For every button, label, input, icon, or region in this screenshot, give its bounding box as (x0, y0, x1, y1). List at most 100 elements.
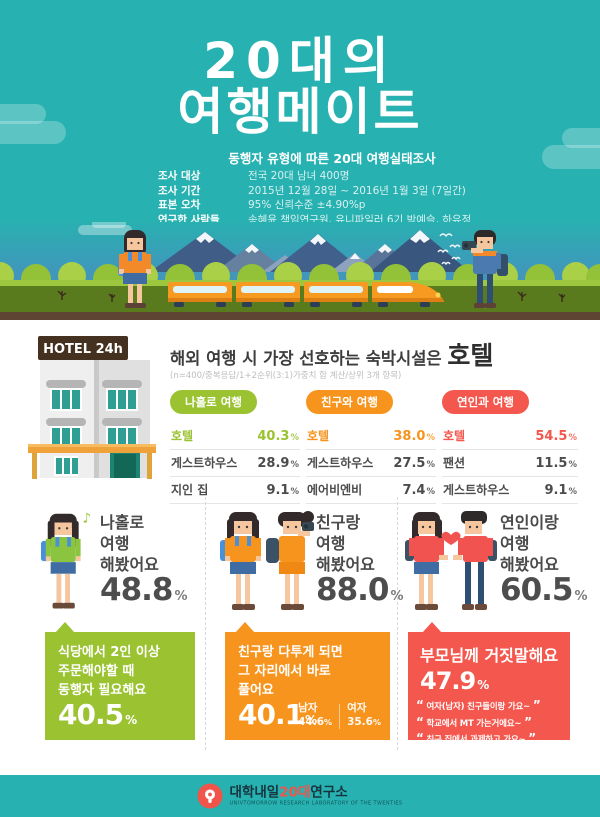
quote-item: “ 여자(남자) 친구들이랑 가요~ ” (416, 698, 541, 712)
percent-sign: % (372, 717, 381, 727)
gender-male: 남자 44.6% (298, 702, 333, 728)
table-row: 지인 집 9.1% (170, 477, 300, 504)
quote-item: “ 학교에서 MT 가는거에요~ ” (416, 714, 532, 729)
stat-value: 48.8% (100, 572, 188, 608)
table-row: 호텔 40.3% (170, 423, 300, 450)
cloud-icon (78, 222, 132, 235)
section-heading: 해외 여행 시 가장 선호하는 숙박시설은 호텔 (170, 336, 493, 372)
page-title: 20대의 여행메이트 (0, 36, 600, 138)
percent-sign: % (290, 460, 299, 470)
dashed-divider (205, 497, 206, 750)
table-row: 호텔 38.0% (306, 423, 436, 450)
percent-sign: % (174, 589, 188, 604)
survey-row: 조사 기간 2015년 12월 28일 ~ 2016년 1월 3일 (7일간) (158, 184, 471, 199)
survey-info: 조사 대상 전국 20대 남녀 400명 조사 기간 2015년 12월 28일… (158, 169, 471, 227)
stat-line: 해봤어요 (100, 555, 159, 574)
survey-value: 2015년 12월 28일 ~ 2016년 1월 3일 (7일간) (248, 184, 466, 197)
footer: 대학내일20대연구소 UNIVTOMORROW RESEARCH LABORAT… (0, 775, 600, 817)
row-label: 호텔 (307, 429, 330, 443)
percent-sign: % (290, 487, 299, 497)
ranking-table: 호텔 40.3% 게스트하우스 28.9% 지인 집 9.1% (170, 423, 300, 504)
travel-scene-illustration (0, 222, 600, 320)
survey-value: 전국 20대 남녀 400명 (248, 170, 350, 182)
hotel-sign-label: HOTEL 24h (43, 342, 123, 357)
percent-sign: % (305, 713, 318, 727)
percent-sign: % (324, 717, 333, 727)
stat-line: 나홀로 (100, 513, 145, 532)
category-pill: 친구와 여행 (306, 390, 393, 414)
row-label: 지인 집 (171, 483, 209, 497)
percent-sign: % (125, 713, 138, 727)
callout-value: 40.5% (58, 698, 138, 731)
row-label: 게스트하우스 (307, 456, 374, 470)
brand-subtitle: UNIVTOMORROW RESEARCH LABORATORY OF THE … (229, 800, 403, 807)
brand-part1: 대학내일 (229, 784, 280, 801)
birds-icon (437, 233, 461, 266)
row-value: 54.5% (535, 429, 577, 444)
survey-label: 표본 오차 (158, 199, 201, 211)
experience-stat-couple: 연인이랑 여행 해봤어요 60.5% (500, 512, 588, 607)
survey-value: 95% 신뢰수준 ±4.90%p (248, 199, 366, 211)
stat-line: 해봤어요 (500, 555, 559, 574)
row-value: 7.4% (402, 483, 435, 498)
survey-label: 조사 기간 (158, 184, 201, 197)
hotel-illustration: HOTEL 24h (28, 336, 156, 479)
stat-line: 여행 (500, 534, 530, 553)
brand-highlight: 20대 (279, 784, 311, 801)
hotel-window (102, 418, 142, 449)
page-subtitle: 동행자 유형에 따른 20대 여행실태조사 (228, 151, 436, 166)
percent-sign: % (426, 487, 435, 497)
lightbulb-pin-icon (197, 783, 223, 809)
stat-line: 연인이랑 (500, 513, 559, 532)
header: 20대의 여행메이트 동행자 유형에 따른 20대 여행실태조사 조사 대상 전… (0, 0, 600, 320)
callout-text: 친구랑 다투게 되면 그 자리에서 바로 풀어요 (238, 645, 343, 698)
row-value: 11.5% (535, 456, 577, 471)
speech-tail (55, 622, 75, 633)
table-row: 게스트하우스 27.5% (306, 450, 436, 477)
table-row: 게스트하우스 28.9% (170, 450, 300, 477)
row-label: 에어비엔비 (307, 483, 363, 497)
stat-line: 여행 (100, 534, 130, 553)
quote-item: “ 친구 집에서 과제하고 가요~ ” (416, 731, 536, 745)
survey-label: 조사 대상 (158, 170, 201, 182)
callout-box-solo: 식당에서 2인 이상 주문해야할 때 동행자 필요해요 40.5% (45, 622, 195, 740)
stat-line: 여행 (316, 534, 346, 553)
female-traveler-illustration (118, 230, 151, 308)
couple-travelers-illustration (405, 511, 497, 610)
ground (0, 312, 600, 320)
callout-value: 40.1% (238, 698, 318, 731)
callout-box-friends: 친구랑 다투게 되면 그 자리에서 바로 풀어요 40.1% 남자 44.6% … (225, 622, 390, 740)
table-row: 게스트하우스 9.1% (442, 477, 578, 504)
hotel-canopy (28, 444, 156, 453)
twigs (57, 290, 566, 302)
music-note-icon: ♪ (83, 511, 92, 527)
row-label: 호텔 (443, 429, 466, 443)
speech-tail (422, 622, 442, 633)
callout-text: 식당에서 2인 이상 주문해야할 때 동행자 필요해요 (58, 645, 160, 698)
brand-part2: 연구소 (310, 784, 348, 801)
gender-female: 여자 35.6% (347, 702, 381, 728)
hotel-window (46, 418, 86, 449)
row-label: 게스트하우스 (171, 456, 238, 470)
heading-prefix: 해외 여행 시 가장 선호하는 숙박시설은 (170, 349, 448, 368)
callout-value: 47.9% (420, 667, 490, 695)
cloud-icon (562, 128, 600, 148)
experience-stat-solo: 나홀로 여행 해봤어요 48.8% (100, 512, 188, 607)
train-illustration (168, 282, 444, 307)
percent-sign: % (390, 589, 404, 604)
hotel-window (46, 380, 86, 411)
table-row: 에어비엔비 7.4% (306, 477, 436, 504)
male-traveler-illustration (462, 230, 508, 308)
row-value: 40.3% (257, 429, 299, 444)
table-row: 팬션 11.5% (442, 450, 578, 477)
experience-stat-friends: 친구랑 여행 해봤어요 88.0% (316, 512, 404, 607)
heading-highlight: 호텔 (447, 341, 494, 370)
percent-sign: % (568, 487, 577, 497)
divider (339, 704, 341, 729)
row-label: 팬션 (443, 456, 466, 470)
solo-traveler-illustration: ♪ (40, 511, 92, 609)
brand-logo: 대학내일20대연구소 UNIVTOMORROW RESEARCH LABORAT… (197, 783, 403, 809)
dashed-divider (397, 497, 398, 750)
callout-title: 부모님께 거짓말해요 (420, 646, 559, 665)
percent-sign: % (477, 678, 490, 692)
